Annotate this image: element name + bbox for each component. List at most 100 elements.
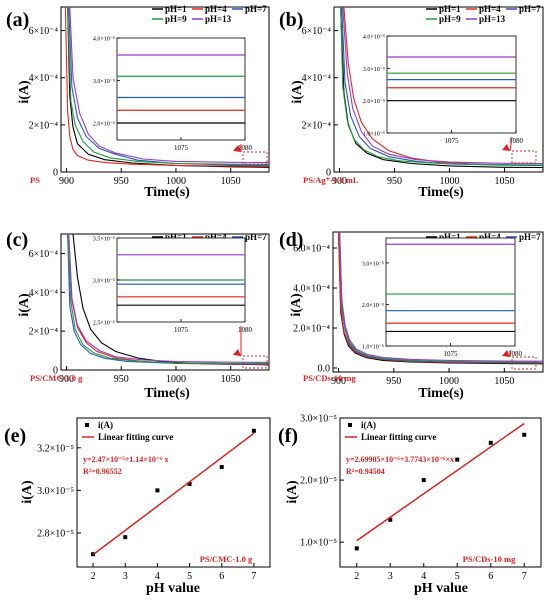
x-tick-label: 900 [332, 176, 347, 187]
data-point [388, 517, 393, 522]
legend-label: pH=7 [245, 4, 267, 14]
x-tick-label: 900 [331, 376, 346, 387]
x-tick-label: 6 [219, 571, 224, 582]
x-tick-label: 1000 [166, 374, 186, 385]
y-tick-label: 4.0×10⁻⁴ [293, 284, 330, 295]
inset-y-tick-label: 2.0×10⁻⁵ [93, 122, 115, 128]
plot-frame [60, 233, 270, 371]
panel-a: (a) 900 950 1000 1050 0 2×10⁻⁴ 4×10⁻⁴ 6×10⁻⁴ Time… [6, 4, 270, 200]
legend-label: Linear fitting curve [361, 432, 436, 442]
zoom-arrowhead [233, 145, 241, 152]
legend-label: pH=4 [479, 232, 501, 242]
panel-label: (a) [6, 9, 29, 31]
inset-x-tick-label: 1080 [238, 144, 253, 152]
inset-frame [386, 35, 517, 134]
y-tick-label: 6×10⁻⁴ [29, 249, 59, 260]
plot-frame [339, 417, 542, 568]
series-group [337, 232, 543, 365]
zoom-arrowhead [233, 349, 241, 356]
inset-x-tick-label: 1075 [445, 137, 460, 145]
inset: 1075 1080 2.5×10⁻⁵ 3.0×10⁻⁵ 3.5×10⁻⁵ [93, 237, 253, 335]
x-tick-label: 2 [354, 571, 359, 582]
fit-line [92, 432, 255, 556]
x-tick-label: 5 [455, 571, 460, 582]
panel-label: (c) [6, 229, 28, 251]
data-point [488, 440, 493, 445]
inset: 1075 1080 1.0×10⁻⁵ 2.0×10⁻⁵ 3.0×10⁻⁵ [362, 237, 523, 358]
series-line-pH9 [67, 7, 269, 166]
y-axis-title: i(A) [20, 480, 35, 504]
legend-label: pH=7 [245, 232, 267, 242]
inset-x-tick-label: 1080 [508, 350, 523, 358]
inset-y-tick-label: 2.5×10⁻⁵ [93, 321, 115, 327]
inset-y-tick-label: 2.0×10⁻⁵ [362, 303, 384, 309]
y-tick-label: 4×10⁻⁴ [302, 73, 332, 84]
y-tick-label: 0 [53, 168, 58, 179]
series-group [67, 234, 269, 366]
x-tick-label: 1000 [439, 376, 459, 387]
inset-frame [385, 237, 516, 347]
x-tick-label: 900 [59, 374, 74, 385]
plot-frame [333, 6, 544, 173]
inset-y-tick-label: 2.0×10⁻⁵ [363, 99, 385, 105]
fit-equation: y=2.47×10⁻⁵+1.14×10⁻⁶ x [83, 455, 168, 464]
sample-label: PS/CMC-1.0 g [200, 554, 253, 564]
panel-c: (c) 900 950 1000 1050 0 2×10⁻⁴ 4×10⁻⁴ 6×10⁻⁴ Time… [6, 229, 270, 401]
x-tick-label: 3 [123, 571, 128, 582]
inset-y-tick-label: 3.0×10⁻⁵ [363, 67, 385, 73]
x-axis-title: Time(s) [418, 386, 464, 401]
x-axis-title: Time(s) [144, 185, 190, 200]
inset-x-tick-label: 1080 [509, 137, 524, 145]
plot-frame [60, 6, 270, 173]
legend-label: pH=1 [439, 232, 461, 242]
x-tick-label: 950 [114, 176, 129, 187]
legend-label: pH=13 [205, 14, 232, 24]
x-tick-label: 1050 [221, 176, 241, 187]
fit-r2: R²=0.96552 [83, 467, 122, 476]
y-tick-label: 4×10⁻⁴ [29, 288, 59, 299]
x-tick-label: 1000 [166, 176, 186, 187]
x-tick-label: 1050 [494, 376, 514, 387]
x-tick-label: 950 [387, 176, 402, 187]
x-tick-label: 1050 [495, 176, 515, 187]
legend-label: pH=9 [439, 14, 461, 24]
panel-e: (e) 2 3 4 5 6 7 2.8×10⁻⁵ 3.0×10⁻⁵ 3.2×10⁻⁵ pH valu… [4, 417, 271, 596]
y-tick-label: 2×10⁻⁴ [302, 120, 332, 131]
y-tick-label: 6×10⁻⁴ [29, 26, 59, 37]
y-tick-label: 0 [326, 168, 331, 179]
series-line-pH9 [67, 234, 269, 365]
zoom-region-box [511, 150, 537, 164]
y-tick-label: 3.2×10⁻⁵ [37, 443, 74, 454]
sample-label: PS [30, 175, 40, 185]
x-tick-label: 950 [386, 376, 401, 387]
y-tick-label: 6.0×10⁻⁴ [293, 244, 330, 255]
series-line-pH4 [64, 7, 269, 167]
inset-y-tick-label: 3.0×10⁻⁵ [93, 279, 115, 285]
x-axis-title: pH value [414, 581, 468, 596]
panel-label: (d) [279, 229, 303, 251]
x-axis-title: pH value [146, 581, 200, 596]
y-axis-title: i(A) [290, 80, 305, 104]
x-axis-title: Time(s) [144, 386, 190, 401]
series-group [64, 7, 269, 168]
zoom-arrow [509, 136, 513, 152]
x-tick-label: 900 [59, 176, 74, 187]
data-point [251, 428, 256, 433]
legend-marker [85, 423, 89, 427]
legend-label: pH=1 [165, 232, 187, 242]
sample-label: PS/Ag⁺-1.0 mL [303, 175, 359, 185]
data-point [123, 535, 128, 540]
sample-label: PS/CDs-10 mg [463, 554, 516, 564]
y-axis-title: i(A) [285, 480, 300, 504]
series-line-pH13 [68, 234, 269, 363]
legend-label: Linear fitting curve [98, 432, 173, 442]
legend-label: pH=9 [165, 14, 187, 24]
x-tick-label: 3 [388, 571, 393, 582]
panel-label: (e) [4, 425, 26, 447]
y-axis-title: i(A) [289, 293, 304, 317]
legend-label: i(A) [361, 420, 376, 430]
series-line-pH13 [339, 232, 543, 362]
zoom-arrow [509, 349, 512, 358]
series-line-pH13 [342, 7, 543, 165]
